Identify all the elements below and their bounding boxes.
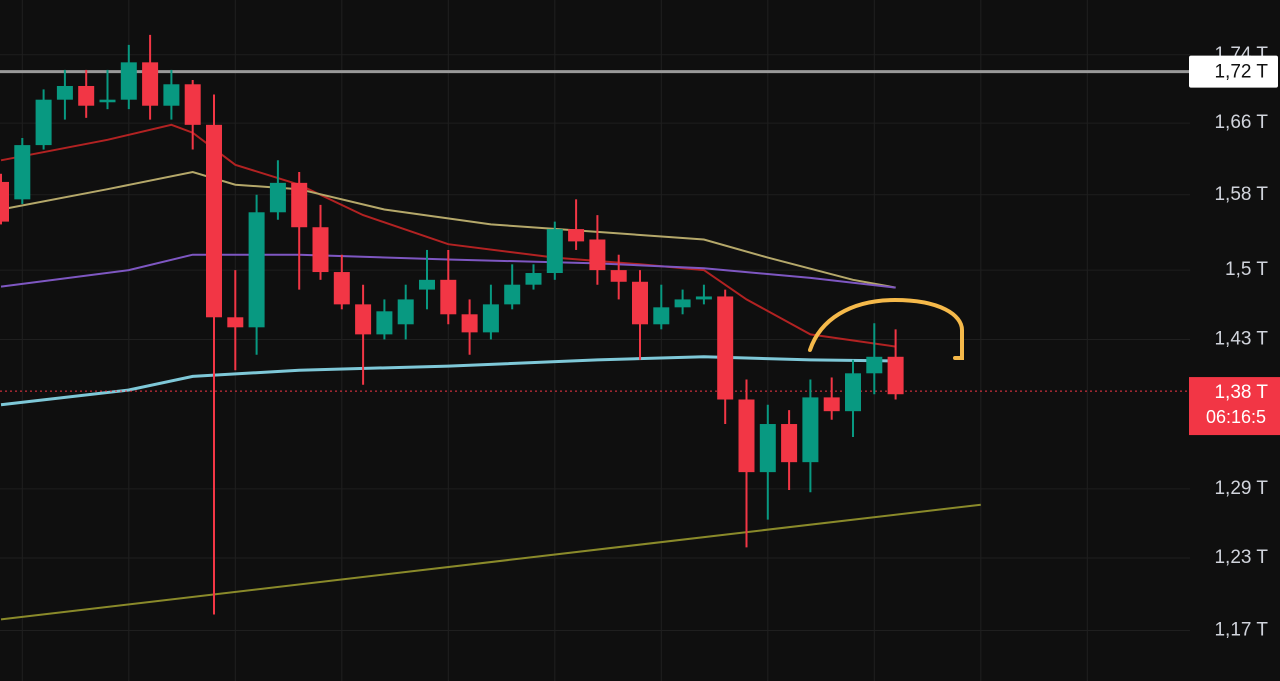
- candle-body: [142, 62, 159, 106]
- candle-body: [717, 296, 734, 400]
- overlay-line: [0, 355, 896, 407]
- y-tick-label: 1,23 T: [1214, 547, 1268, 568]
- price-axis: 1,74 T1,66 T1,58 T1,5 T1,43 T1,29 T1,23 …: [1189, 44, 1280, 641]
- candle-body: [440, 279, 457, 315]
- candle-body: [99, 99, 116, 103]
- candle-body: [845, 373, 861, 412]
- candle-body: [632, 281, 648, 325]
- candle-body: [376, 311, 393, 335]
- y-tick-label: 1,58 T: [1214, 184, 1268, 205]
- candle-body: [738, 399, 755, 473]
- candle-body: [802, 397, 819, 463]
- candle-body: [695, 296, 712, 300]
- candle-body: [291, 182, 308, 228]
- candle-body: [312, 227, 329, 273]
- candle-body: [333, 272, 350, 305]
- candle-body: [248, 212, 265, 328]
- candle-body: [14, 145, 31, 200]
- hand-drawn-arc: [808, 297, 964, 360]
- candle-body: [206, 124, 222, 318]
- price-label-box: [1189, 377, 1280, 436]
- candle-body: [589, 239, 606, 271]
- candle-body: [78, 85, 95, 106]
- candle-body: [781, 424, 798, 463]
- candle-body: [866, 356, 883, 374]
- candle-body: [504, 284, 521, 305]
- candle-body: [419, 279, 435, 290]
- candle-body: [610, 270, 627, 282]
- overlay-line: [0, 123, 896, 348]
- candle-body: [546, 229, 563, 274]
- y-tick-label: 1,66 T: [1214, 112, 1268, 133]
- countdown-label: 06:16:5: [1206, 407, 1266, 427]
- candle-body: [759, 424, 776, 473]
- candle-body: [35, 99, 52, 146]
- price-label-box: [1189, 55, 1278, 88]
- candle-body: [163, 84, 180, 106]
- candle-body: [120, 62, 137, 100]
- candle-body: [397, 299, 414, 325]
- candle-body: [482, 304, 499, 333]
- overlay-line: [0, 170, 896, 289]
- candles: [0, 34, 904, 615]
- candle-body: [355, 304, 372, 335]
- candle-body: [568, 229, 585, 242]
- candle-body: [653, 307, 670, 325]
- price-label: 1,38 T: [1214, 382, 1268, 403]
- candle-body: [269, 182, 286, 213]
- candle-body: [823, 397, 840, 412]
- candle-body: [674, 299, 691, 308]
- candle-body: [56, 85, 73, 100]
- y-tick-label: 1,5 T: [1225, 259, 1268, 280]
- y-tick-label: 1,17 T: [1214, 620, 1268, 641]
- candle-body: [461, 314, 478, 333]
- overlay-line: [0, 503, 981, 621]
- candle-body: [184, 84, 201, 125]
- y-tick-label: 1,29 T: [1214, 478, 1268, 499]
- candle-body: [0, 181, 9, 222]
- candle-body: [887, 356, 904, 395]
- candle-body: [227, 317, 244, 328]
- candle-body: [525, 273, 542, 285]
- price-label: 1,72 T: [1214, 62, 1268, 83]
- y-tick-label: 1,43 T: [1214, 328, 1268, 349]
